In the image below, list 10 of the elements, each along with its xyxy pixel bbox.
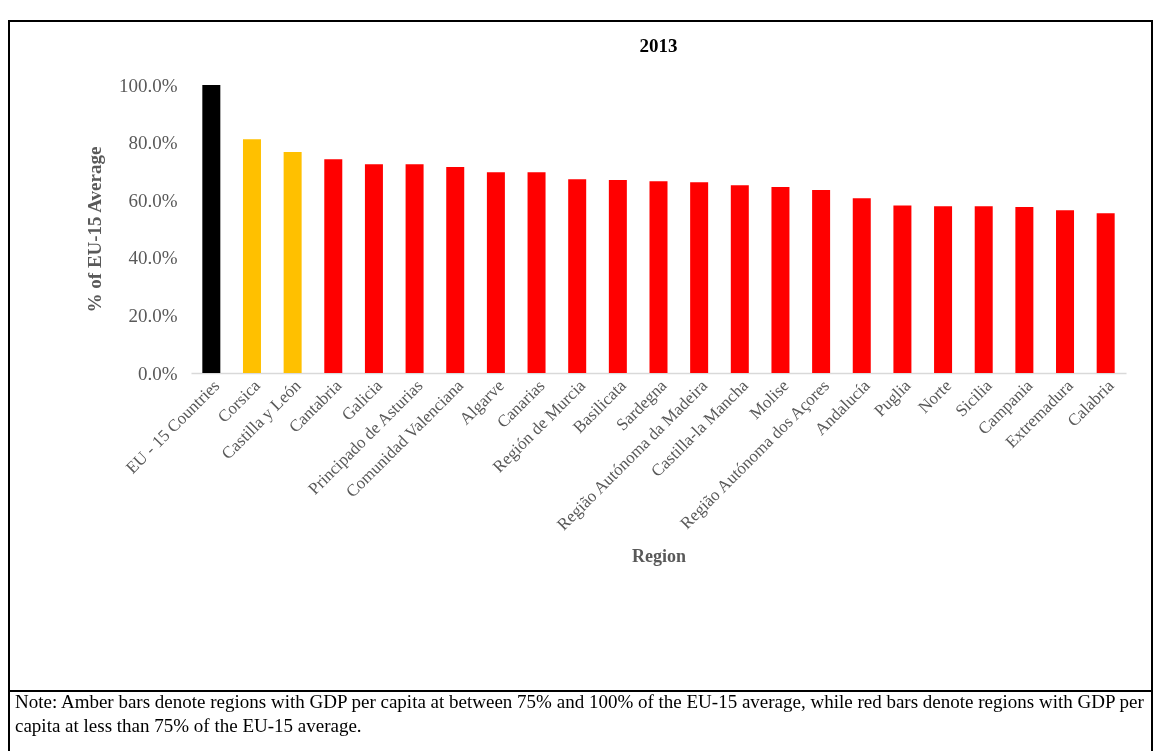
text: Note: Amber bars denote regions with GDP per capita at between 75% and 100% of the EU-15 average, while red bars denote regions with GDP per capita at less than 75% of the EU-15 average. [8, 690, 1153, 751]
y-tick-label: 20.0% [128, 304, 178, 326]
y-tick-label: 40.0% [128, 247, 178, 269]
y-axis-title: % of EU-15 Average [83, 146, 105, 313]
y-tick-label: 0.0% [137, 362, 178, 384]
chart-title: 2013 [639, 35, 678, 56]
y-tick-label: 60.0% [128, 189, 178, 211]
y-tick-label: 100.0% [118, 74, 178, 96]
x-axis-title: Region [632, 546, 686, 567]
y-tick-label: 80.0% [128, 132, 178, 154]
